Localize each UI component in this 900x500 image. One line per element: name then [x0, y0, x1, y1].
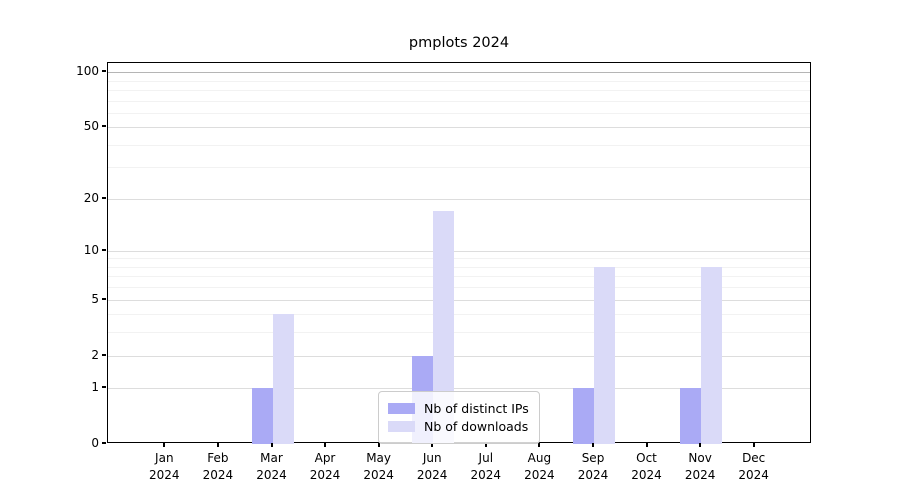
x-tick-year: 2024: [363, 467, 394, 482]
x-tick-mark: [377, 443, 380, 447]
x-tick-mark: [163, 443, 166, 447]
x-tick-year: 2024: [738, 467, 769, 482]
x-tick-label: Nov 2024: [665, 450, 735, 483]
x-tick-year: 2024: [149, 467, 180, 482]
y-tick-label: 100: [76, 64, 99, 78]
x-tick-label: May 2024: [344, 450, 414, 483]
bar-downloads: [433, 211, 455, 444]
gridline-minor: [108, 89, 810, 91]
x-tick-label: Aug 2024: [504, 450, 574, 483]
x-tick-label: Jul 2024: [451, 450, 521, 483]
x-tick-mark: [752, 443, 755, 447]
x-tick-label: Jan 2024: [129, 450, 199, 483]
bar-downloads: [272, 314, 294, 444]
y-tick-label: 5: [91, 291, 99, 306]
gridline-minor: [108, 167, 810, 169]
x-tick-label: Mar 2024: [237, 450, 307, 483]
y-tick-mark: [102, 248, 106, 251]
x-tick-year: 2024: [577, 467, 609, 482]
x-tick-label: Sep 2024: [558, 450, 628, 483]
x-tick-mark: [592, 443, 594, 447]
y-tick-mark: [102, 196, 106, 199]
legend-item: Nb of downloads: [388, 417, 529, 435]
x-tick-label: Apr 2024: [290, 450, 360, 483]
x-tick-label: Feb 2024: [183, 450, 253, 483]
gridline-major: [108, 198, 810, 200]
y-tick-label: 50: [83, 119, 99, 134]
bar-downloads: [701, 266, 723, 444]
x-tick-year: 2024: [470, 467, 502, 482]
x-tick-year: 2024: [524, 467, 555, 482]
y-tick-mark: [102, 297, 106, 300]
x-tick-mark: [645, 443, 648, 447]
y-tick-label: 20: [83, 190, 99, 205]
gridline-minor: [108, 112, 810, 114]
x-tick-mark: [431, 443, 434, 447]
bar-distinct-ips: [573, 388, 594, 444]
y-tick-mark: [102, 70, 106, 72]
y-tick-mark: [102, 353, 106, 356]
legend-swatch-distinct-ips: [388, 402, 415, 414]
chart-title: pmplots 2024: [408, 35, 510, 51]
y-tick-label: 1: [91, 380, 99, 395]
y-tick-mark: [102, 125, 106, 128]
legend-swatch-downloads: [388, 420, 415, 432]
gridline-minor: [108, 258, 810, 260]
bar-downloads: [594, 266, 615, 444]
y-tick-mark: [102, 442, 106, 444]
x-tick-mark: [538, 443, 541, 447]
y-tick-label: 2: [91, 347, 99, 362]
x-tick-mark: [484, 443, 487, 447]
gridline-minor: [108, 100, 810, 102]
gridline-minor: [108, 80, 810, 82]
legend-label: Nb of downloads: [424, 418, 529, 434]
x-tick-mark: [270, 443, 273, 447]
legend: Nb of distinct IPs Nb of downloads: [378, 391, 540, 444]
x-tick-year: 2024: [631, 467, 662, 482]
gridline-major: [108, 250, 810, 252]
x-tick-mark: [216, 443, 219, 447]
bar-distinct-ips: [680, 388, 702, 444]
x-tick-year: 2024: [256, 467, 287, 482]
x-tick-year: 2024: [202, 467, 234, 482]
bar-distinct-ips: [251, 388, 273, 444]
y-tick-mark: [102, 386, 106, 389]
x-tick-mark: [699, 443, 702, 447]
x-tick-year: 2024: [309, 467, 341, 482]
y-tick-label: 0: [91, 436, 99, 450]
legend-item: Nb of distinct IPs: [388, 399, 529, 417]
gridline-major: [108, 72, 810, 73]
gridline-major: [108, 127, 810, 129]
x-tick-label: Oct 2024: [612, 450, 682, 483]
legend-label: Nb of distinct IPs: [424, 400, 529, 416]
x-tick-mark: [324, 443, 326, 447]
y-tick-label: 10: [83, 242, 99, 257]
x-tick-label: Dec 2024: [719, 450, 789, 483]
plot-area: [107, 62, 811, 444]
x-tick-label: Jun 2024: [397, 450, 467, 483]
x-tick-year: 2024: [684, 467, 716, 482]
gridline-minor: [108, 144, 810, 146]
x-tick-year: 2024: [416, 467, 448, 482]
